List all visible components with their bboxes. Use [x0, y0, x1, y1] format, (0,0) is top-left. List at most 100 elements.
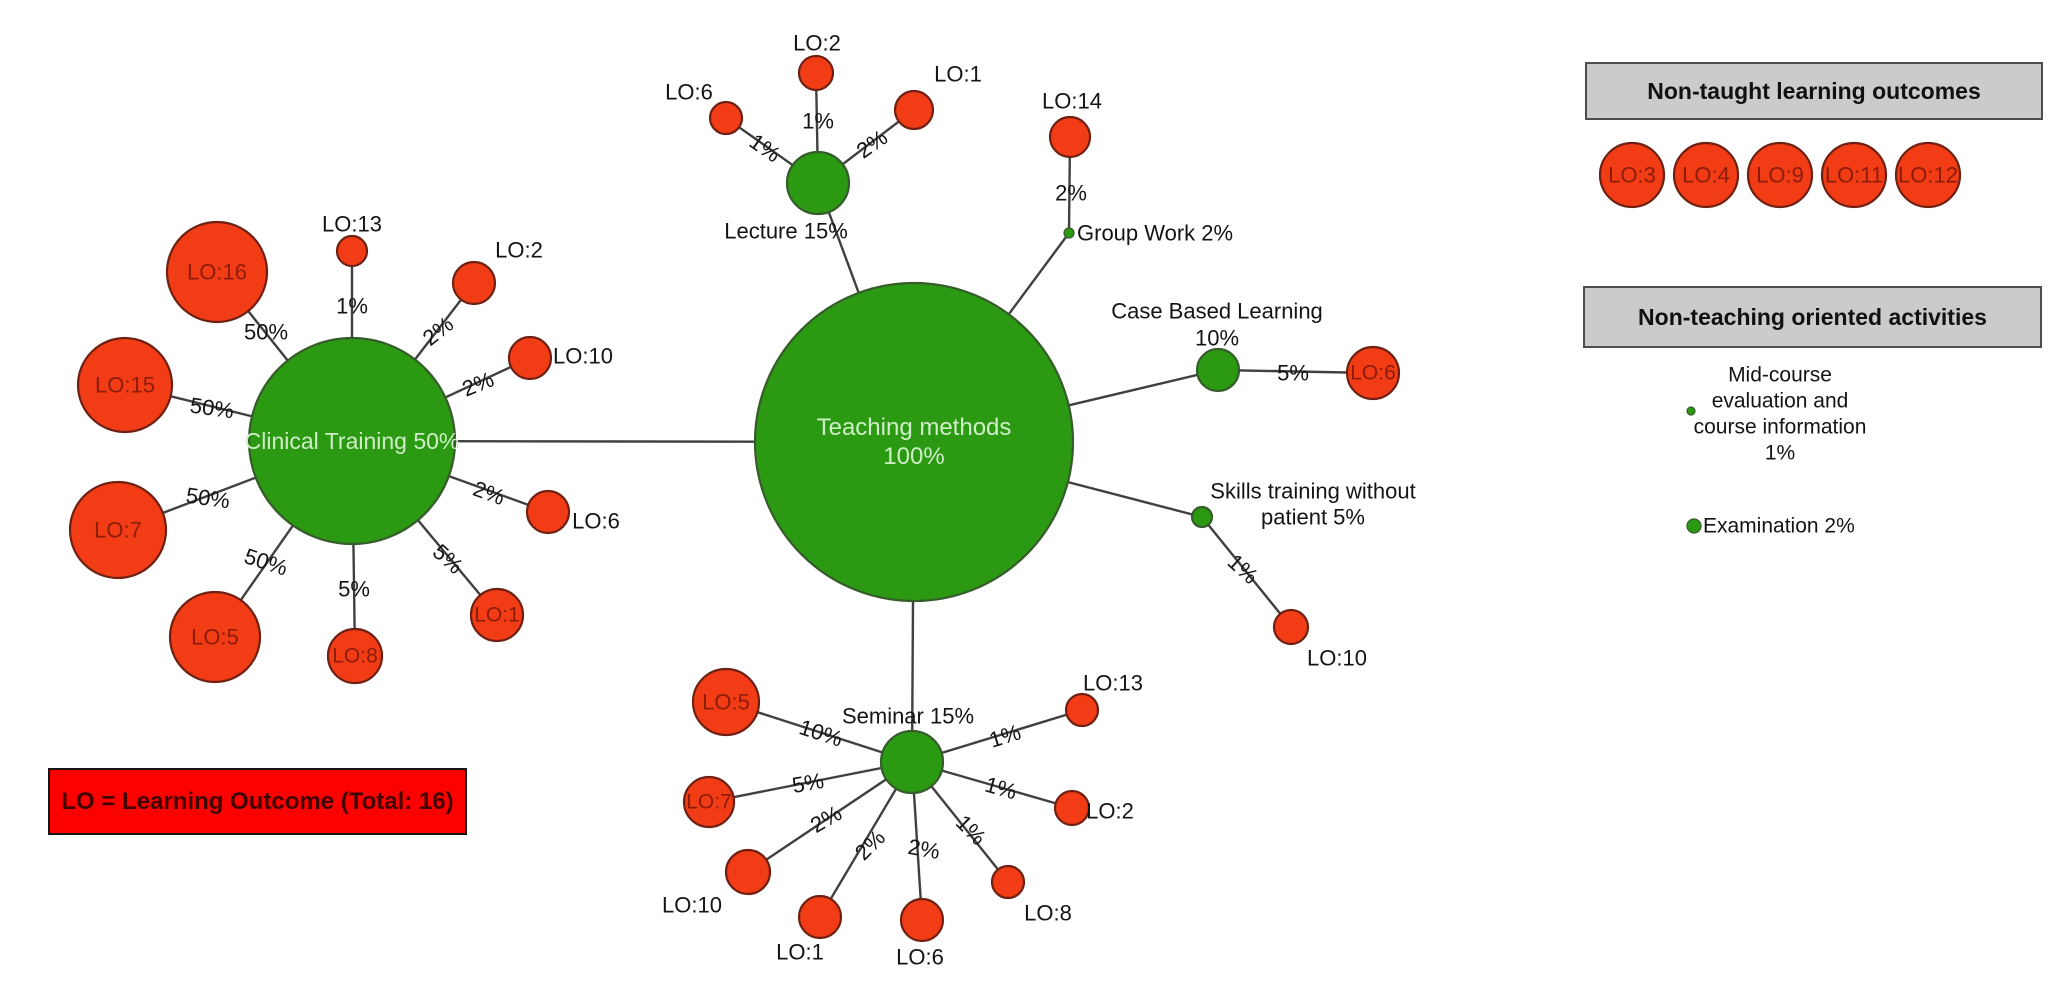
edge-weight-label-lo16-clinical: 50% — [244, 320, 288, 345]
node-mid-course-evaluation-dot — [1686, 406, 1696, 416]
label-lo5-seminar: LO:5 — [702, 690, 750, 715]
edge-weight-label-lo2-clinical: 2% — [418, 311, 458, 350]
node-lo15-clinical — [76, 336, 174, 434]
edge-seminar-to-lo10-seminar — [747, 761, 913, 873]
edge-weight-label-lo2-seminar: 1% — [982, 772, 1019, 805]
node-lo7-clinical — [68, 480, 168, 580]
node-lo1-clinical — [469, 587, 525, 643]
label-lo6-seminar: LO:6 — [896, 945, 944, 970]
edge-weight-label-lo8-seminar: 1% — [951, 810, 991, 850]
node-lo4-legend — [1672, 141, 1740, 209]
edge-weight-label-lo6-seminar: 2% — [906, 834, 942, 864]
label-lo2-lecture: LO:2 — [793, 31, 841, 56]
node-lo2-seminar — [1053, 789, 1091, 827]
edge-weight-label-lo8-clinical: 5% — [338, 577, 370, 602]
node-lo9-legend — [1746, 141, 1814, 209]
node-group-work — [1063, 227, 1075, 239]
label-lo3-legend: LO:3 — [1608, 163, 1656, 188]
edge-weight-label-lo5-seminar: 10% — [796, 714, 846, 751]
label-case-based-learning: 10% — [1195, 326, 1239, 351]
node-lo11-legend — [1820, 141, 1888, 209]
label-lo6-case-based: LO:6 — [1350, 362, 1396, 385]
label-lo8-clinical: LO:8 — [332, 645, 378, 668]
label-mid-course-evaluation-dot: 1% — [1765, 442, 1795, 465]
label-lo10-seminar: LO:10 — [662, 893, 722, 918]
lo-abbreviation-note: LO = Learning Outcome (Total: 16) — [48, 768, 467, 835]
node-lo5-seminar — [691, 667, 761, 737]
node-lo8-clinical — [326, 627, 384, 685]
label-lo1-clinical: LO:1 — [474, 604, 520, 627]
label-mid-course-evaluation-dot: course information — [1694, 416, 1867, 439]
edge-weight-label-lo10-clinical: 2% — [459, 366, 498, 401]
label-lo1-seminar: LO:1 — [776, 940, 824, 965]
label-lo6-lecture: LO:6 — [665, 80, 713, 105]
node-lo6-case-based — [1345, 345, 1401, 401]
node-lo10-clinical — [507, 335, 553, 381]
label-mid-course-evaluation-dot: Mid-course — [1728, 364, 1832, 387]
label-teaching-methods: 100% — [883, 443, 944, 470]
label-mid-course-evaluation-dot: evaluation and — [1712, 390, 1849, 413]
edge-weight-label-lo15-clinical: 50% — [188, 393, 235, 424]
label-lecture: Lecture 15% — [724, 219, 848, 244]
label-clinical-training: Clinical Training 50% — [245, 428, 460, 454]
label-seminar: Seminar 15% — [842, 704, 974, 729]
node-examination-dot — [1686, 518, 1702, 534]
node-lo14-group-work — [1048, 115, 1092, 159]
label-lo6-clinical: LO:6 — [572, 509, 620, 534]
label-lo9-legend: LO:9 — [1756, 163, 1804, 188]
node-lo5-clinical — [168, 590, 262, 684]
node-lo3-legend — [1598, 141, 1666, 209]
label-examination-dot: Examination 2% — [1703, 515, 1855, 538]
node-lo1-seminar — [797, 894, 843, 940]
node-lo13-seminar — [1064, 692, 1100, 728]
node-lo2-lecture — [797, 54, 835, 92]
edge-weight-label-lo2-lecture: 1% — [802, 109, 834, 134]
node-lo10-seminar — [724, 848, 772, 896]
edge-seminar-to-lo7-seminar — [708, 760, 913, 804]
edge-weight-label-lo10-skills: 1% — [1223, 549, 1263, 589]
node-teaching-methods — [753, 281, 1075, 603]
label-lo10-skills: LO:10 — [1307, 646, 1367, 671]
label-lo4-legend: LO:4 — [1682, 163, 1730, 188]
node-lo8-seminar — [990, 864, 1026, 900]
node-lo16-clinical — [165, 220, 269, 324]
edge-weight-label-lo7-seminar: 5% — [790, 768, 826, 798]
label-lo2-clinical: LO:2 — [495, 238, 543, 263]
legend-header-non-teaching-activities: Non-teaching oriented activities — [1583, 286, 2042, 348]
node-lo6-clinical — [525, 489, 571, 535]
label-lo16-clinical: LO:16 — [187, 260, 247, 285]
label-group-work: Group Work 2% — [1077, 221, 1233, 246]
label-lo13-seminar: LO:13 — [1083, 671, 1143, 696]
edge-weight-label-lo5-clinical: 50% — [241, 543, 291, 580]
label-lo5-clinical: LO:5 — [191, 625, 239, 650]
label-lo15-clinical: LO:15 — [95, 373, 155, 398]
label-lo7-seminar: LO:7 — [686, 791, 732, 814]
node-lo12-legend — [1894, 141, 1962, 209]
edge-skills-training-without-patient-to-lo10-skills — [1201, 516, 1292, 628]
label-lo12-legend: LO:12 — [1898, 163, 1958, 188]
edge-weight-label-lo14-group-work: 2% — [1055, 181, 1087, 206]
label-skills-training-without-patient: patient 5% — [1261, 505, 1365, 530]
node-lecture — [785, 150, 851, 216]
node-lo1-lecture — [893, 89, 935, 131]
node-clinical-training — [247, 336, 457, 546]
label-lo11-legend: LO:11 — [1825, 163, 1883, 188]
label-skills-training-without-patient: Skills training without — [1210, 479, 1415, 504]
label-lo13-clinical: LO:13 — [322, 212, 382, 237]
legend-header-non-taught-outcomes: Non-taught learning outcomes — [1585, 62, 2043, 120]
node-lo13-clinical — [335, 234, 369, 268]
label-lo10-clinical: LO:10 — [553, 344, 613, 369]
node-seminar — [879, 729, 945, 795]
label-lo8-seminar: LO:8 — [1024, 901, 1072, 926]
node-lo6-seminar — [899, 897, 945, 943]
node-lo10-skills — [1272, 608, 1310, 646]
edge-weight-label-lo6-clinical: 2% — [470, 476, 508, 510]
edge-weight-label-lo7-clinical: 50% — [184, 483, 231, 514]
edge-weight-label-lo6-case-based: 5% — [1277, 361, 1309, 386]
node-case-based-learning — [1195, 347, 1241, 393]
edge-weight-label-lo1-seminar: 2% — [850, 825, 890, 865]
label-lo14-group-work: LO:14 — [1042, 89, 1102, 114]
label-lo7-clinical: LO:7 — [94, 518, 142, 543]
label-lo1-lecture: LO:1 — [934, 62, 982, 87]
